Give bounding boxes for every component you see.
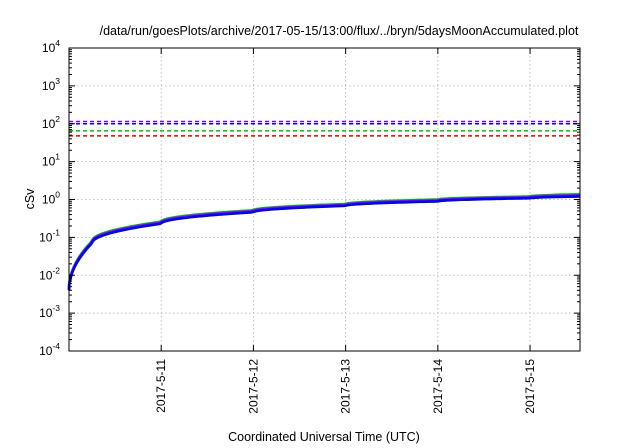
y-tick-label: 10-2 [39, 265, 60, 282]
series-line [67, 192, 581, 289]
y-tick-label: 10-3 [39, 303, 60, 320]
series-lines [67, 192, 581, 291]
y-axis-label: cSv [23, 188, 37, 210]
x-tick-label: 2017-5-14 [431, 359, 445, 414]
x-tick-label: 2017-5-13 [339, 359, 353, 414]
x-tick-label: 2017-5-11 [154, 359, 168, 413]
chart-title: /data/run/goesPlots/archive/2017-05-15/1… [100, 24, 579, 38]
y-tick-label: 103 [42, 76, 60, 93]
x-tick-label: 2017-5-15 [523, 359, 537, 414]
y-tick-label: 102 [42, 114, 60, 131]
x-axis-ticks: 2017-5-11 2017-5-12 2017-5-13 2017-5-14 2017… [154, 48, 537, 414]
y-tick-label: 10-4 [39, 341, 60, 358]
y-tick-label: 101 [42, 152, 60, 169]
series-line [67, 195, 581, 291]
y-tick-label: 10-1 [39, 227, 60, 244]
y-tick-label: 100 [42, 190, 60, 207]
y-tick-label: 104 [42, 38, 60, 55]
x-tick-label: 2017-5-12 [246, 359, 260, 414]
reference-lines [69, 120, 580, 137]
x-axis-label: Coordinated Universal Time (UTC) [228, 430, 420, 444]
